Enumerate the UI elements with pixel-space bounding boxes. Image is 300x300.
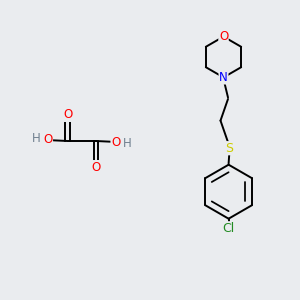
Text: S: S: [226, 142, 233, 155]
Text: H: H: [32, 132, 40, 145]
Text: O: O: [219, 30, 228, 43]
Text: H: H: [123, 137, 132, 150]
Text: O: O: [63, 108, 72, 122]
Text: O: O: [43, 133, 52, 146]
Text: O: O: [92, 160, 100, 174]
Text: Cl: Cl: [223, 222, 235, 235]
Text: N: N: [219, 71, 228, 84]
Text: O: O: [111, 136, 120, 149]
